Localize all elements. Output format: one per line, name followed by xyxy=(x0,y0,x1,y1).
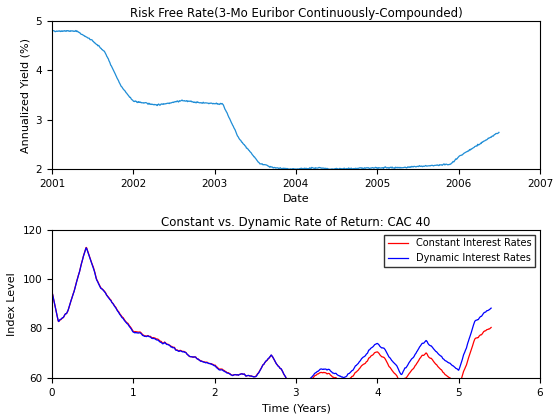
Dynamic Interest Rates xyxy=(454,366,460,371)
Constant Interest Rates xyxy=(220,368,226,373)
Constant Interest Rates xyxy=(114,308,121,313)
Constant Interest Rates xyxy=(305,380,311,385)
Dynamic Interest Rates xyxy=(268,352,275,357)
Constant Interest Rates xyxy=(473,336,480,341)
Line: Dynamic Interest Rates: Dynamic Interest Rates xyxy=(52,248,491,385)
Dynamic Interest Rates xyxy=(83,245,90,250)
Legend: Constant Interest Rates, Dynamic Interest Rates: Constant Interest Rates, Dynamic Interes… xyxy=(385,235,535,267)
Y-axis label: Annualized Yield (%): Annualized Yield (%) xyxy=(20,38,30,152)
Dynamic Interest Rates xyxy=(49,289,55,294)
Dynamic Interest Rates xyxy=(473,318,480,323)
Dynamic Interest Rates xyxy=(114,308,121,313)
X-axis label: Date: Date xyxy=(283,194,309,205)
Line: Constant Interest Rates: Constant Interest Rates xyxy=(52,247,491,385)
Constant Interest Rates xyxy=(288,383,295,388)
Title: Risk Free Rate(3-Mo Euribor Continuously-Compounded): Risk Free Rate(3-Mo Euribor Continuously… xyxy=(129,7,463,20)
Constant Interest Rates xyxy=(83,245,90,250)
Constant Interest Rates xyxy=(49,289,55,294)
Constant Interest Rates xyxy=(454,382,460,387)
Y-axis label: Index Level: Index Level xyxy=(7,272,17,336)
Dynamic Interest Rates xyxy=(305,378,311,383)
Title: Constant vs. Dynamic Rate of Return: CAC 40: Constant vs. Dynamic Rate of Return: CAC… xyxy=(161,215,431,228)
Dynamic Interest Rates xyxy=(288,383,295,388)
Constant Interest Rates xyxy=(488,325,494,330)
Dynamic Interest Rates xyxy=(488,306,494,311)
Constant Interest Rates xyxy=(268,353,275,358)
Dynamic Interest Rates xyxy=(220,368,226,373)
X-axis label: Time (Years): Time (Years) xyxy=(262,403,330,413)
